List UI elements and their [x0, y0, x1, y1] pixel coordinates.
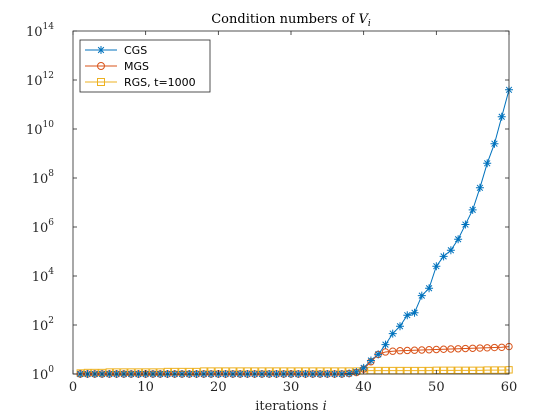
- data-point-cgs: [483, 159, 492, 168]
- y-tick-exponent: 14: [43, 22, 55, 32]
- y-tick-exponent: 12: [43, 71, 54, 81]
- y-tick-exponent: 4: [48, 267, 54, 277]
- x-tick-label: 50: [428, 380, 445, 395]
- data-point-cgs: [352, 368, 361, 377]
- legend: CGS MGS RGS, t=1000: [79, 39, 211, 93]
- data-point-mgs: [403, 346, 411, 355]
- data-point-mgs: [432, 345, 441, 354]
- data-point-mgs: [396, 347, 404, 355]
- data-point-rgs: [454, 366, 462, 375]
- data-point-cgs: [410, 308, 419, 317]
- data-point-cgs: [454, 235, 463, 244]
- data-point-cgs: [439, 252, 448, 261]
- chart-title: Condition numbers of Vi: [211, 12, 371, 29]
- x-tick-label: 20: [210, 380, 227, 395]
- data-point-mgs: [454, 345, 462, 353]
- data-point-rgs: [439, 366, 448, 375]
- data-point-rgs: [483, 366, 491, 374]
- y-tick-exponent: 10: [43, 120, 55, 130]
- data-point-cgs: [432, 262, 441, 271]
- data-point-cgs: [497, 112, 506, 121]
- data-point-cgs: [359, 363, 368, 372]
- data-point-cgs: [396, 322, 404, 331]
- data-point-cgs: [468, 205, 477, 214]
- data-point-mgs: [498, 343, 506, 351]
- data-point-mgs: [410, 346, 419, 354]
- legend-marker-rgs: [97, 78, 105, 86]
- data-point-rgs: [498, 366, 506, 374]
- legend-label-mgs: MGS: [124, 60, 149, 73]
- data-point-cgs: [417, 291, 426, 300]
- data-point-mgs: [447, 345, 455, 353]
- data-point-cgs: [461, 220, 470, 229]
- data-point-rgs: [461, 366, 470, 375]
- data-point-cgs: [425, 284, 434, 293]
- data-point-mgs: [425, 346, 433, 354]
- x-tick-label: 0: [69, 380, 77, 395]
- data-point-cgs: [345, 369, 354, 378]
- data-point-cgs: [475, 183, 484, 192]
- x-tick-label: 60: [501, 380, 518, 395]
- data-point-rgs: [468, 366, 477, 375]
- legend-label-cgs: CGS: [124, 44, 147, 57]
- data-point-mgs: [483, 344, 491, 352]
- data-point-cgs: [403, 311, 412, 320]
- legend-label-rgs: RGS, t=1000: [124, 76, 196, 89]
- data-point-mgs: [490, 343, 499, 352]
- data-point-mgs: [439, 345, 448, 353]
- data-point-cgs: [381, 340, 390, 349]
- data-point-cgs: [446, 246, 455, 255]
- data-point-mgs: [461, 344, 470, 353]
- y-tick-exponent: 6: [48, 218, 54, 228]
- data-point-rgs: [476, 366, 484, 375]
- data-point-mgs: [418, 346, 426, 354]
- legend-marker-mgs: [97, 62, 105, 70]
- data-point-cgs: [374, 350, 383, 359]
- data-point-mgs: [381, 348, 390, 356]
- x-axis-label: iterations i: [255, 399, 327, 414]
- x-tick-label: 30: [283, 380, 300, 395]
- data-point-mgs: [389, 347, 397, 355]
- y-tick-exponent: 8: [48, 169, 54, 179]
- y-tick-exponent: 0: [48, 365, 54, 375]
- data-point-cgs: [388, 329, 397, 338]
- y-tick-exponent: 2: [48, 316, 54, 326]
- x-axis-ticks: 0 10 20 30 40 50 60: [69, 31, 517, 395]
- data-point-mgs: [468, 344, 477, 352]
- data-point-rgs: [490, 366, 499, 374]
- x-tick-label: 10: [137, 380, 154, 395]
- data-point-mgs: [476, 344, 484, 352]
- legend-marker-cgs: [97, 46, 105, 54]
- x-tick-label: 40: [355, 380, 372, 395]
- data-point-rgs: [447, 366, 455, 375]
- data-point-cgs: [366, 356, 375, 365]
- data-point-cgs: [490, 139, 499, 148]
